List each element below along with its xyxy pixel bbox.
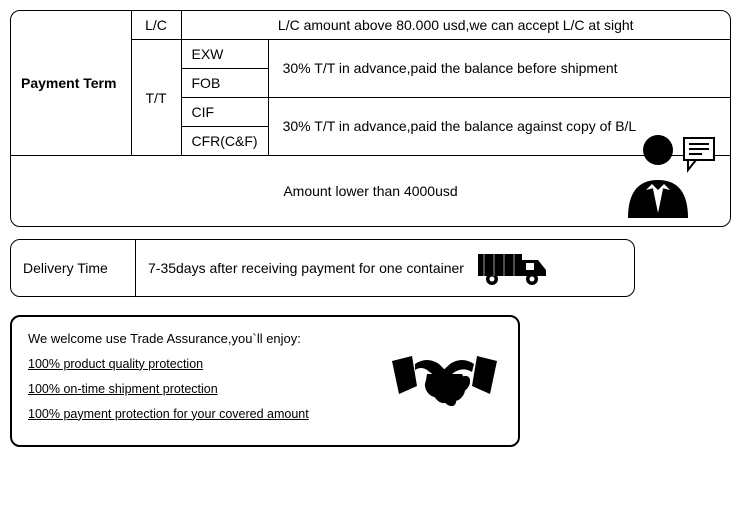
payment-term-box: Payment Term L/C L/C amount above 80.000… (10, 10, 731, 227)
assurance-link-3[interactable]: 100% payment protection for your covered… (28, 407, 309, 421)
tt-desc1: 30% T/T in advance,paid the balance befo… (268, 40, 730, 98)
assurance-text: We welcome use Trade Assurance,you`ll en… (28, 331, 367, 431)
term-cif: CIF (181, 98, 268, 127)
amount-lower-text: Amount lower than 4000usd (283, 183, 457, 199)
delivery-box: Delivery Time 7-35days after receiving p… (10, 239, 635, 297)
term-cfr: CFR(C&F) (181, 127, 268, 156)
handshake-icon (387, 336, 502, 426)
delivery-content: 7-35days after receiving payment for one… (136, 240, 634, 296)
assurance-link-1[interactable]: 100% product quality protection (28, 357, 203, 371)
delivery-label: Delivery Time (11, 240, 136, 296)
lc-desc: L/C amount above 80.000 usd,we can accep… (181, 11, 730, 40)
truck-icon (474, 248, 554, 288)
term-fob: FOB (181, 69, 268, 98)
tt-method: T/T (131, 40, 181, 156)
assurance-link-2[interactable]: 100% on-time shipment protection (28, 382, 218, 396)
lc-method: L/C (131, 11, 181, 40)
businessman-icon (616, 128, 716, 218)
delivery-text: 7-35days after receiving payment for one… (148, 260, 464, 276)
term-exw: EXW (181, 40, 268, 69)
assurance-title: We welcome use Trade Assurance,you`ll en… (28, 331, 367, 346)
payment-label: Payment Term (11, 11, 131, 156)
assurance-box: We welcome use Trade Assurance,you`ll en… (10, 315, 520, 447)
